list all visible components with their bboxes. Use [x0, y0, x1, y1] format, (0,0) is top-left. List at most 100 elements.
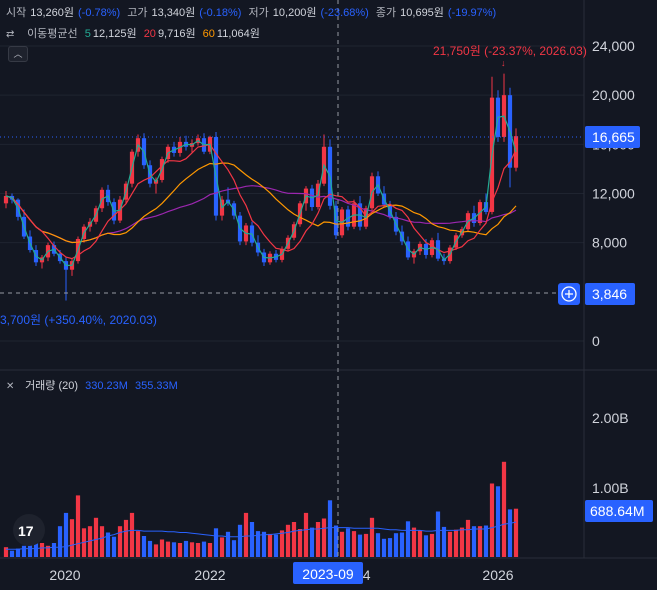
volume-bar	[333, 525, 339, 557]
close-label: 종가	[375, 7, 397, 19]
volume-bar	[375, 533, 381, 557]
indicator-settings-icon[interactable]: ⇄	[6, 29, 15, 40]
crosshair-price-badge	[585, 283, 635, 305]
candle-body	[513, 136, 519, 168]
volume-tick-label: 2.00B	[592, 410, 629, 426]
volume-bar	[201, 541, 207, 557]
open-value: 13,260원	[30, 7, 75, 19]
ma60-line	[5, 162, 517, 244]
volume-bar	[231, 540, 237, 557]
volume-bar	[255, 531, 261, 557]
volume-bar	[279, 530, 285, 557]
volume-bars	[3, 461, 519, 557]
volume-bar	[117, 526, 123, 557]
volume-bar	[315, 522, 321, 557]
volume-bar	[9, 550, 15, 557]
volume-bar	[369, 517, 375, 557]
open-change: (-0.78%)	[78, 7, 121, 19]
volume-bar	[267, 533, 273, 557]
volume-current-value: 688.64M	[590, 503, 644, 519]
volume-bar	[357, 534, 363, 557]
volume-bar	[213, 528, 219, 557]
volume-label: 거래량 (20)	[25, 380, 79, 392]
volume-bar	[513, 508, 519, 557]
volume-bar	[135, 531, 141, 557]
volume-bar	[303, 512, 309, 557]
ohlc-legend: 시작 13,260원 (-0.78%) 고가 13,340원 (-0.18%) 저가 10…	[6, 4, 500, 20]
volume-bar	[15, 548, 21, 557]
volume-bar	[447, 531, 453, 557]
x-tick-label: 2026	[482, 567, 513, 583]
volume-bar	[345, 528, 351, 557]
volume-bar	[309, 527, 315, 557]
volume-bar	[297, 529, 303, 557]
ma5-value: 12,125원	[92, 28, 137, 40]
volume-bar	[207, 543, 213, 557]
ma20-value: 9,716원	[157, 28, 196, 40]
volume-bar	[99, 526, 105, 557]
volume-bar	[153, 544, 159, 557]
high-marker: ↓	[501, 58, 506, 68]
candle-body	[3, 195, 9, 204]
volume-bar	[189, 542, 195, 557]
price-tick-label: 24,000	[592, 38, 635, 54]
ma20-line	[5, 143, 517, 260]
volume-bar	[441, 526, 447, 557]
volume-bar	[69, 519, 75, 557]
high-annotation: 21,750원 (-23.37%, 2026.03)	[433, 44, 587, 58]
price-tick-label: 8,000	[592, 235, 627, 251]
volume-bar	[237, 524, 243, 557]
volume-bar	[507, 509, 513, 557]
volume-bar	[387, 538, 393, 557]
volume-bar	[453, 529, 459, 557]
crosshair-price-value: 3,846	[592, 286, 627, 302]
volume-bar	[141, 536, 147, 557]
volume-bar	[393, 533, 399, 557]
high-value: 13,340원	[151, 7, 196, 19]
volume-bar	[93, 517, 99, 557]
grid-lines	[0, 45, 584, 342]
close-value: 10,695원	[400, 7, 444, 19]
volume-bar	[363, 533, 369, 557]
volume-bar	[63, 512, 69, 557]
volume-bar	[291, 522, 297, 557]
volume-bar	[381, 538, 387, 557]
volume-legend: ✕ 거래량 (20) 330.23M 355.33M	[6, 377, 182, 393]
volume-bar	[327, 500, 333, 557]
volume-bar	[177, 543, 183, 557]
volume-bar	[405, 521, 411, 557]
plus-icon	[561, 286, 577, 302]
volume-bar	[159, 539, 165, 557]
volume-bar	[3, 547, 9, 557]
low-change: (-23.68%)	[320, 7, 369, 19]
current-price-value: 16,665	[592, 129, 635, 145]
collapse-legend-button[interactable]: ︿	[8, 46, 28, 62]
volume-bar	[51, 543, 57, 557]
volume-bar	[399, 532, 405, 557]
low-value: 10,200원	[272, 7, 317, 19]
low-annotation: 3,700원 (+350.40%, 2020.03)	[0, 313, 157, 327]
logo-circle	[13, 514, 45, 546]
volume-bar	[171, 542, 177, 557]
volume-badge	[585, 500, 653, 522]
current-price-badge	[585, 126, 640, 148]
volume-bar	[417, 530, 423, 557]
volume-bar	[477, 526, 483, 557]
volume-tick-label: 1.00B	[592, 480, 629, 496]
volume-bar	[225, 531, 231, 557]
volume-bar	[165, 541, 171, 557]
volume-bar	[261, 531, 267, 557]
volume-bar	[351, 531, 357, 557]
price-tick-label: 20,000	[592, 87, 635, 103]
add-price-alert-button[interactable]	[558, 283, 580, 305]
volume-ma-value: 355.33M	[134, 380, 178, 392]
volume-bar	[489, 483, 495, 557]
price-tick-label: 0	[592, 333, 600, 349]
close-change: (-19.97%)	[447, 7, 497, 19]
volume-bar	[219, 537, 225, 557]
volume-bar	[87, 526, 93, 557]
ma-label: 이동평균선	[27, 28, 78, 40]
volume-bar	[339, 531, 345, 557]
close-indicator-icon[interactable]: ✕	[6, 381, 15, 392]
